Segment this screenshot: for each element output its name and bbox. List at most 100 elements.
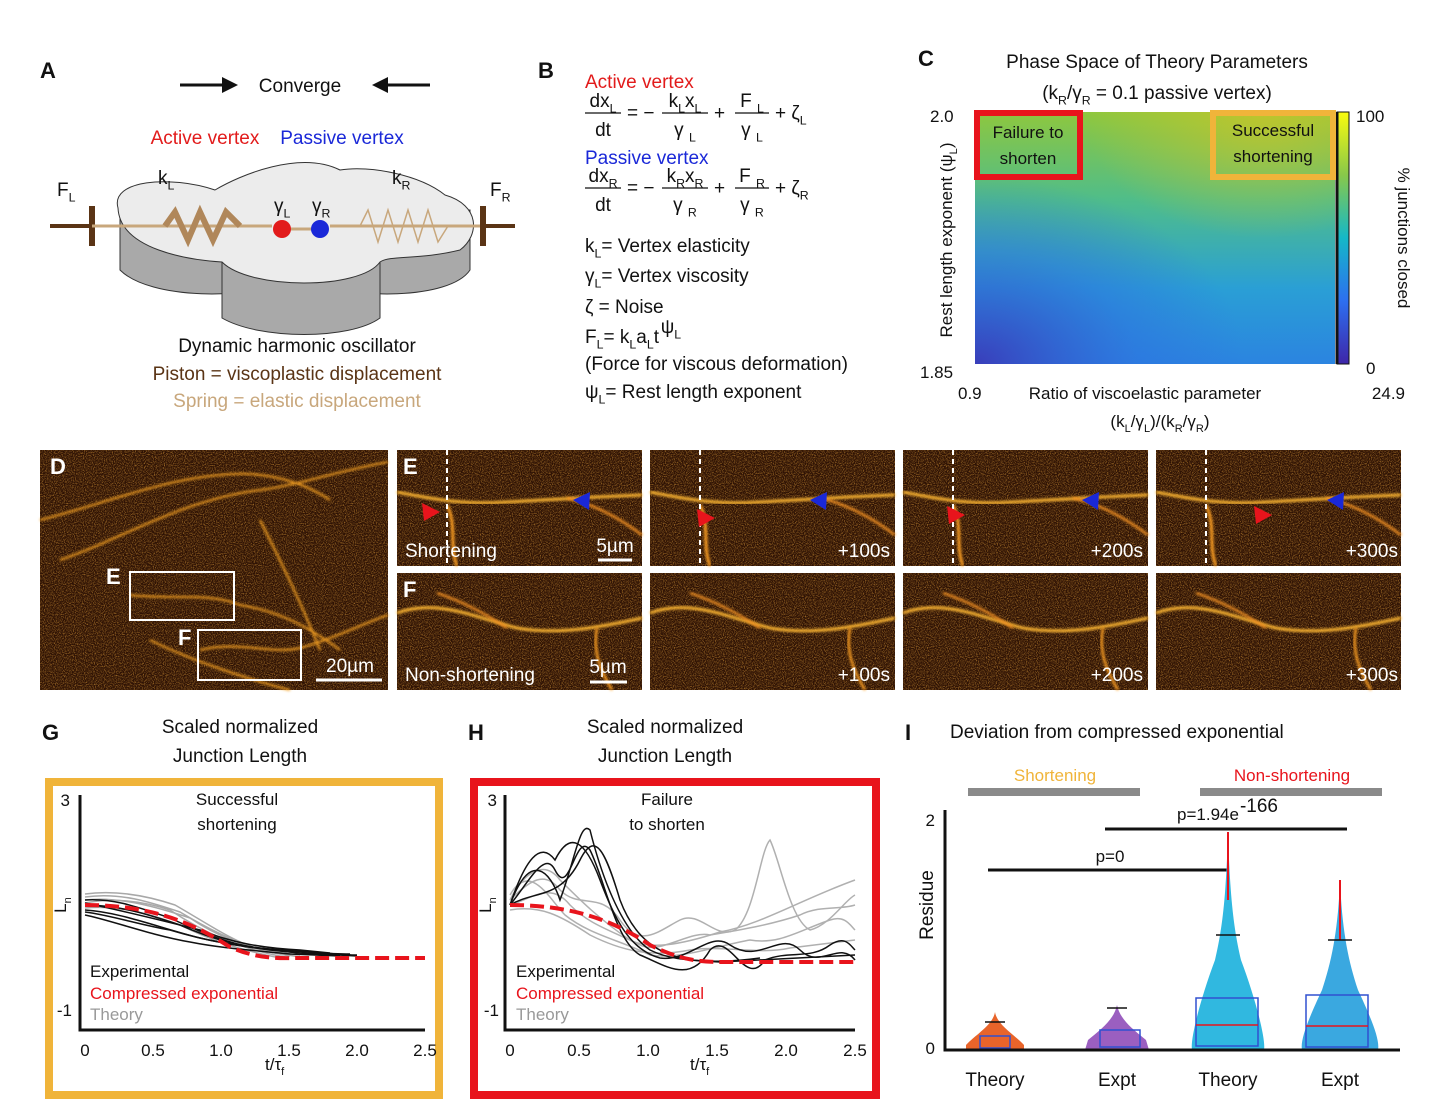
text-part: F	[57, 180, 69, 201]
x-tick-label: 0.5	[567, 1041, 591, 1060]
subscript: f	[706, 1066, 710, 1078]
x-tick-label: Theory	[965, 1070, 1025, 1091]
shape	[59, 461, 389, 561]
time-label: +100s	[838, 541, 890, 562]
converge-label: Converge	[259, 76, 341, 97]
subscript: R	[800, 189, 809, 203]
definition: γL= Vertex viscosity	[585, 266, 749, 291]
shape	[84, 899, 286, 958]
panel-label: H	[468, 720, 484, 745]
y-axis-label: Ln	[476, 897, 499, 913]
text-part: dx	[589, 166, 610, 187]
shape	[129, 594, 341, 651]
text-part: = 0.1 passive vertex)	[1091, 83, 1272, 104]
shape	[979, 1035, 1011, 1049]
shape	[84, 898, 351, 955]
x-tick-label: 0.5	[141, 1041, 165, 1060]
time-label: +200s	[1091, 541, 1143, 562]
panel-label: G	[42, 720, 59, 745]
text-part: t/τ	[265, 1055, 281, 1074]
inset-box	[129, 571, 235, 621]
subscript: R	[1082, 94, 1091, 108]
f-left: FL	[57, 180, 76, 205]
text-part: /γ	[1183, 412, 1197, 431]
spring-legend: Spring = elastic displacement	[173, 391, 421, 412]
chart-title: Junction Length	[598, 746, 732, 767]
subscript: L	[948, 148, 960, 154]
y-tick-label: -1	[484, 1001, 499, 1020]
p-value-exponent: -166	[1240, 796, 1278, 817]
subscript: R	[402, 179, 411, 193]
shape	[84, 911, 321, 956]
panel-label: D	[50, 454, 66, 479]
text-part: dx	[590, 91, 611, 112]
text-part: )/(k	[1150, 412, 1175, 431]
subscript: R	[688, 206, 697, 220]
passive-vertex-label: Passive vertex	[280, 128, 404, 149]
scale-label: 5µm	[596, 536, 633, 557]
definition: FL= kLaLt	[585, 327, 660, 352]
subscript: L	[647, 338, 654, 352]
subscript: f	[281, 1066, 285, 1078]
subscript: R	[676, 177, 685, 191]
text-part: F	[585, 327, 597, 348]
shape	[573, 492, 590, 510]
numerator: F R	[739, 166, 765, 191]
numerator: dxR	[589, 166, 618, 191]
legend-entry: Experimental	[90, 962, 189, 981]
text-part: γ	[585, 266, 595, 287]
shape	[1254, 506, 1272, 524]
shape	[422, 503, 440, 521]
text-part: k	[392, 168, 402, 189]
shape	[259, 519, 321, 651]
shape	[84, 902, 331, 954]
shape	[1082, 492, 1099, 510]
text-part: γ	[674, 120, 689, 141]
subscript: L	[757, 102, 764, 116]
shape	[40, 450, 388, 690]
text-part: /γ	[1067, 83, 1082, 104]
failure-region	[974, 110, 1083, 180]
legend-entry: Compressed exponential	[516, 984, 704, 1003]
legend-entry: Experimental	[516, 962, 615, 981]
shape	[509, 868, 856, 946]
inset-box	[197, 629, 302, 681]
axes	[78, 795, 425, 1032]
group-label: Shortening	[1014, 766, 1096, 785]
experimental-traces	[84, 898, 358, 957]
shape	[509, 838, 856, 937]
y-tick-label: 2	[926, 811, 935, 830]
panel-label: I	[905, 720, 911, 745]
text-part: k	[667, 166, 677, 187]
overview-image	[39, 450, 389, 691]
denominator: γ L	[674, 120, 696, 145]
panel-label: A	[40, 58, 56, 83]
panel-label: B	[538, 58, 554, 83]
force-exponent: ψL	[661, 317, 682, 342]
text-part: ψ	[585, 382, 599, 403]
colorbar-label: % junctions closed	[1394, 168, 1413, 309]
x-ticks: 0 0.5 1.0 1.5 2.0 2.5	[80, 1041, 437, 1060]
text-part: F	[739, 166, 756, 187]
subscript: L	[756, 131, 763, 145]
annotation: shortening	[197, 815, 276, 834]
subscript: R	[755, 206, 764, 220]
text-part: Rest length exponent (ψ	[937, 154, 956, 337]
frame	[470, 778, 880, 1099]
subscript: R	[1175, 423, 1183, 435]
subscript: L	[595, 247, 602, 261]
y-axis-label: Rest length exponent (ψL)	[937, 142, 960, 337]
condition-label: Shortening	[405, 541, 497, 562]
text-part: + ζ	[775, 103, 800, 124]
text-part: a	[636, 327, 647, 348]
group-label: Non-shortening	[1234, 766, 1350, 785]
region-label: shortening	[1233, 147, 1312, 166]
shape	[149, 639, 291, 691]
y-tick-label: 2.0	[930, 107, 954, 126]
legend-entry: Theory	[516, 1005, 569, 1024]
colorbar	[1336, 111, 1350, 365]
time-label: +300s	[1346, 541, 1398, 562]
x-tick-label: 1.5	[277, 1041, 301, 1060]
definition: ζ = Noise	[585, 297, 664, 318]
